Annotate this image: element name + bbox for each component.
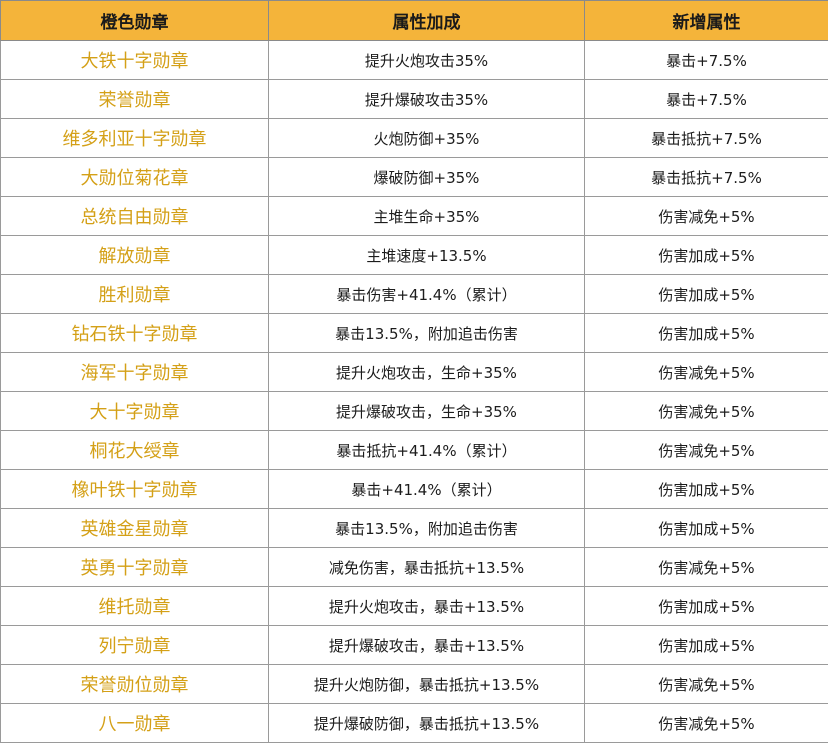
table-row: 橡叶铁十字勋章 暴击+41.4%（累计） 伤害加成+5% [0, 469, 828, 509]
medal-name-cell: 海军十字勋章 [0, 352, 269, 392]
attribute-bonus-cell: 提升爆破防御，暴击抵抗+13.5% [268, 703, 585, 743]
new-attribute-cell: 伤害减免+5% [584, 703, 828, 743]
new-attribute-cell: 伤害加成+5% [584, 586, 828, 626]
table-row: 英勇十字勋章 减免伤害，暴击抵抗+13.5% 伤害减免+5% [0, 547, 828, 587]
header-medal-name: 橙色勋章 [0, 0, 269, 41]
table-row: 荣誉勋位勋章 提升火炮防御，暴击抵抗+13.5% 伤害减免+5% [0, 664, 828, 704]
medal-name-cell: 大勋位菊花章 [0, 157, 269, 197]
new-attribute-cell: 伤害加成+5% [584, 274, 828, 314]
new-attribute-cell: 伤害加成+5% [584, 235, 828, 275]
medal-name-cell: 橡叶铁十字勋章 [0, 469, 269, 509]
attribute-bonus-cell: 提升爆破攻击，生命+35% [268, 391, 585, 431]
medal-name-cell: 大铁十字勋章 [0, 40, 269, 80]
new-attribute-cell: 暴击+7.5% [584, 79, 828, 119]
header-attribute-bonus: 属性加成 [268, 0, 585, 41]
attribute-bonus-cell: 暴击13.5%，附加追击伤害 [268, 508, 585, 548]
new-attribute-cell: 伤害减免+5% [584, 664, 828, 704]
attribute-bonus-cell: 暴击抵抗+41.4%（累计） [268, 430, 585, 470]
table-row: 解放勋章 主堆速度+13.5% 伤害加成+5% [0, 235, 828, 275]
attribute-bonus-cell: 提升火炮攻击35% [268, 40, 585, 80]
header-new-attribute: 新增属性 [584, 0, 828, 41]
medal-name-cell: 总统自由勋章 [0, 196, 269, 236]
attribute-bonus-cell: 提升爆破攻击，暴击+13.5% [268, 625, 585, 665]
medal-name-cell: 维多利亚十字勋章 [0, 118, 269, 158]
attribute-bonus-cell: 暴击+41.4%（累计） [268, 469, 585, 509]
new-attribute-cell: 伤害加成+5% [584, 625, 828, 665]
table-row: 胜利勋章 暴击伤害+41.4%（累计） 伤害加成+5% [0, 274, 828, 314]
attribute-bonus-cell: 提升火炮防御，暴击抵抗+13.5% [268, 664, 585, 704]
attribute-bonus-cell: 主堆生命+35% [268, 196, 585, 236]
medal-name-cell: 英勇十字勋章 [0, 547, 269, 587]
table-body: 大铁十字勋章 提升火炮攻击35% 暴击+7.5% 荣誉勋章 提升爆破攻击35% 暴击+7.… [0, 40, 828, 743]
attribute-bonus-cell: 提升火炮攻击，生命+35% [268, 352, 585, 392]
table-row: 大十字勋章 提升爆破攻击，生命+35% 伤害减免+5% [0, 391, 828, 431]
medal-name-cell: 八一勋章 [0, 703, 269, 743]
new-attribute-cell: 伤害减免+5% [584, 430, 828, 470]
attribute-bonus-cell: 火炮防御+35% [268, 118, 585, 158]
table-row: 维多利亚十字勋章 火炮防御+35% 暴击抵抗+7.5% [0, 118, 828, 158]
attribute-bonus-cell: 提升爆破攻击35% [268, 79, 585, 119]
table-row: 总统自由勋章 主堆生命+35% 伤害减免+5% [0, 196, 828, 236]
medal-name-cell: 荣誉勋章 [0, 79, 269, 119]
header-row: 橙色勋章 属性加成 新增属性 [0, 0, 828, 41]
medal-name-cell: 钻石铁十字勋章 [0, 313, 269, 353]
attribute-bonus-cell: 暴击伤害+41.4%（累计） [268, 274, 585, 314]
table-row: 维托勋章 提升火炮攻击，暴击+13.5% 伤害加成+5% [0, 586, 828, 626]
table-row: 钻石铁十字勋章 暴击13.5%，附加追击伤害 伤害加成+5% [0, 313, 828, 353]
new-attribute-cell: 暴击抵抗+7.5% [584, 118, 828, 158]
new-attribute-cell: 暴击+7.5% [584, 40, 828, 80]
table-row: 英雄金星勋章 暴击13.5%，附加追击伤害 伤害加成+5% [0, 508, 828, 548]
medal-name-cell: 胜利勋章 [0, 274, 269, 314]
attribute-bonus-cell: 爆破防御+35% [268, 157, 585, 197]
medal-name-cell: 桐花大绶章 [0, 430, 269, 470]
table-header: 橙色勋章 属性加成 新增属性 [0, 0, 828, 41]
attribute-bonus-cell: 暴击13.5%，附加追击伤害 [268, 313, 585, 353]
new-attribute-cell: 伤害加成+5% [584, 508, 828, 548]
medal-name-cell: 大十字勋章 [0, 391, 269, 431]
new-attribute-cell: 伤害减免+5% [584, 196, 828, 236]
table-row: 荣誉勋章 提升爆破攻击35% 暴击+7.5% [0, 79, 828, 119]
attribute-bonus-cell: 主堆速度+13.5% [268, 235, 585, 275]
table-row: 八一勋章 提升爆破防御，暴击抵抗+13.5% 伤害减免+5% [0, 703, 828, 743]
new-attribute-cell: 暴击抵抗+7.5% [584, 157, 828, 197]
attribute-bonus-cell: 减免伤害，暴击抵抗+13.5% [268, 547, 585, 587]
new-attribute-cell: 伤害减免+5% [584, 352, 828, 392]
table-row: 桐花大绶章 暴击抵抗+41.4%（累计） 伤害减免+5% [0, 430, 828, 470]
table-row: 列宁勋章 提升爆破攻击，暴击+13.5% 伤害加成+5% [0, 625, 828, 665]
new-attribute-cell: 伤害加成+5% [584, 313, 828, 353]
medal-name-cell: 荣誉勋位勋章 [0, 664, 269, 704]
medal-name-cell: 列宁勋章 [0, 625, 269, 665]
new-attribute-cell: 伤害减免+5% [584, 547, 828, 587]
table-row: 大铁十字勋章 提升火炮攻击35% 暴击+7.5% [0, 40, 828, 80]
attribute-bonus-cell: 提升火炮攻击，暴击+13.5% [268, 586, 585, 626]
medal-name-cell: 英雄金星勋章 [0, 508, 269, 548]
table-row: 海军十字勋章 提升火炮攻击，生命+35% 伤害减免+5% [0, 352, 828, 392]
new-attribute-cell: 伤害加成+5% [584, 469, 828, 509]
medal-name-cell: 解放勋章 [0, 235, 269, 275]
new-attribute-cell: 伤害减免+5% [584, 391, 828, 431]
medal-name-cell: 维托勋章 [0, 586, 269, 626]
table-row: 大勋位菊花章 爆破防御+35% 暴击抵抗+7.5% [0, 157, 828, 197]
